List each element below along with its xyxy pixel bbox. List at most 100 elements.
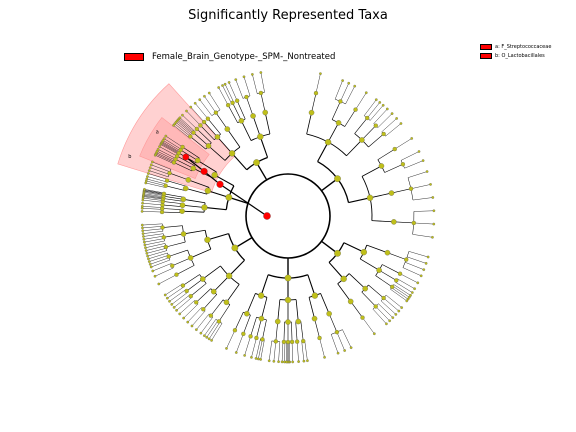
node-leaf — [323, 355, 326, 359]
branch-leaf — [375, 306, 390, 321]
branch-leaf — [167, 286, 184, 299]
node-leaf — [234, 78, 238, 82]
node-family — [166, 254, 171, 259]
branch-order — [188, 179, 210, 188]
node-bacilli — [263, 212, 271, 220]
branch-leaf — [196, 313, 210, 330]
node-leaf — [381, 103, 385, 107]
node-leaf — [256, 357, 260, 361]
node-order — [205, 143, 212, 149]
branch-family — [295, 321, 298, 342]
node-leaf — [144, 249, 148, 252]
branch-family — [275, 321, 279, 342]
branch-class — [259, 136, 269, 158]
branch-leaf — [224, 84, 234, 103]
node-family — [400, 162, 406, 167]
branch-family — [382, 264, 401, 274]
branch-family — [180, 149, 198, 161]
node-leaf — [410, 137, 414, 140]
branch-leaf — [187, 307, 202, 323]
node-leaf — [250, 355, 253, 359]
legend-group: Female_Brain_Genotype-_SPM-_Nontreated — [124, 51, 335, 63]
branch-leaf — [145, 243, 166, 248]
branch-leaf — [146, 178, 167, 185]
node-order — [223, 299, 230, 306]
branch-leaf — [355, 92, 367, 110]
branch-leaf — [364, 99, 377, 116]
legend-group-label: Female_Brain_Genotype-_SPM-_Nontreated — [152, 52, 336, 62]
branch-family — [387, 252, 407, 260]
node-leaf — [400, 306, 404, 309]
node-family — [390, 284, 395, 290]
branch-leaf — [236, 333, 244, 353]
node-family — [285, 339, 291, 345]
node-leaf — [425, 170, 429, 173]
branch-leaf — [413, 210, 434, 212]
branch-family — [182, 146, 200, 159]
node-leaf — [243, 354, 246, 357]
node-leaf — [168, 299, 171, 303]
branch-leaf — [385, 294, 402, 308]
branch-leaf — [142, 223, 163, 226]
branch-family — [246, 96, 254, 117]
branch-family — [361, 125, 377, 141]
branch-leaf — [143, 235, 164, 240]
branch-order — [261, 297, 268, 319]
node-order — [180, 231, 187, 237]
branch-family — [163, 233, 184, 238]
branch-family — [262, 319, 267, 340]
branch-family — [200, 125, 215, 140]
node-leaf — [143, 243, 147, 247]
node-phylum — [253, 159, 260, 166]
branch-leaf — [381, 118, 397, 132]
branch-family — [165, 185, 186, 191]
node-order — [179, 208, 185, 214]
node-leaf — [422, 268, 426, 272]
branch-leaf — [142, 211, 163, 213]
node-class — [211, 171, 218, 179]
branch-class — [307, 274, 316, 296]
branch-leaf — [144, 240, 165, 246]
node-order — [200, 276, 206, 282]
node-family — [394, 278, 399, 283]
branch-leaf — [179, 300, 195, 315]
node-leaf — [280, 360, 284, 364]
branch-leaf — [173, 125, 190, 138]
branch-leaf — [144, 190, 164, 195]
branch-leaf — [148, 173, 168, 180]
node-phylum — [334, 249, 341, 257]
branch-family — [384, 163, 404, 173]
node-leaf — [291, 360, 295, 364]
node-leaf — [419, 274, 423, 278]
branch-leaf — [157, 151, 176, 161]
branch-family — [234, 312, 244, 331]
node-leaf — [242, 75, 246, 79]
node-leaf — [181, 113, 184, 117]
node-family — [234, 98, 240, 103]
branch-class — [228, 259, 245, 277]
node-leaf — [432, 222, 436, 226]
node-streptococcaceae — [182, 153, 190, 161]
branch-leaf — [152, 263, 172, 272]
branch-family — [232, 102, 242, 121]
node-leaf — [405, 299, 409, 303]
branch-order — [320, 293, 330, 314]
branch-order — [361, 165, 382, 177]
node-class — [284, 296, 292, 304]
branch-class — [260, 274, 269, 296]
branch-family — [163, 193, 184, 198]
node-family — [160, 202, 165, 208]
node-family — [281, 339, 287, 345]
node-leaf — [163, 293, 167, 297]
branch-order — [182, 204, 205, 208]
node-lactobacillales — [200, 167, 208, 175]
branch-family — [391, 188, 412, 194]
wedge-streptococcaceae — [139, 117, 210, 179]
node-order — [182, 185, 189, 192]
node-leaf — [145, 251, 149, 255]
node-family — [201, 307, 206, 312]
node-order — [295, 318, 302, 325]
branch-leaf — [159, 146, 178, 157]
node-order — [238, 118, 245, 124]
node-class — [228, 150, 236, 157]
